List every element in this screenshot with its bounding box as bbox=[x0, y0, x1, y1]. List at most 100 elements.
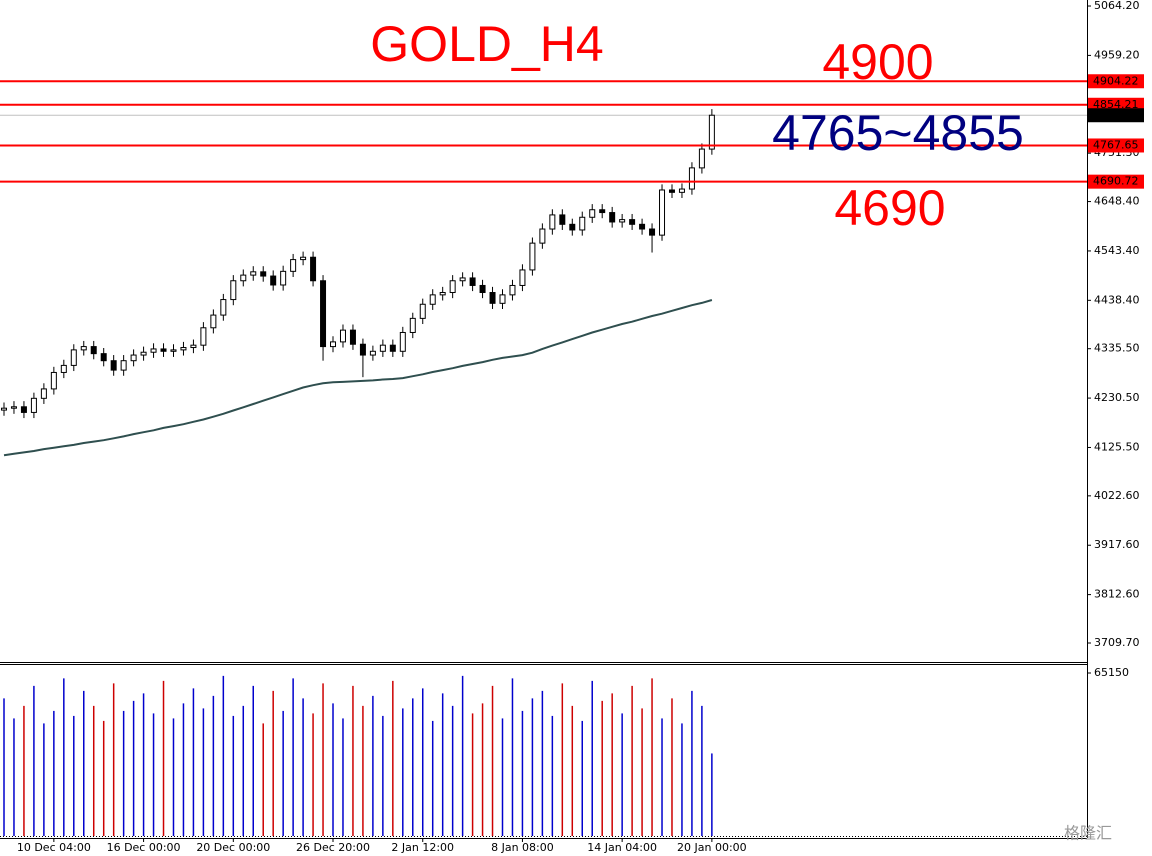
candle-body bbox=[330, 341, 337, 348]
watermark: 格隆汇 bbox=[1064, 824, 1112, 843]
y-tick-label: 5064.20 bbox=[1094, 0, 1140, 12]
moving-average bbox=[3, 299, 713, 457]
current-price-label: 4831.96 bbox=[1093, 108, 1139, 121]
candle-body bbox=[10, 406, 17, 409]
candle-body bbox=[359, 343, 366, 356]
x-tick-label: 20 Dec 00:00 bbox=[196, 841, 270, 854]
candle-body bbox=[469, 277, 476, 286]
x-tick-label: 2 Jan 12:00 bbox=[391, 841, 454, 854]
y-tick-label: 4648.40 bbox=[1094, 195, 1140, 208]
candle-body bbox=[369, 350, 376, 356]
y-tick-label: 4125.50 bbox=[1094, 440, 1140, 453]
x-tick-label: 14 Jan 04:00 bbox=[587, 841, 657, 854]
candle-body bbox=[629, 219, 636, 225]
y-tick-label: 3917.60 bbox=[1094, 538, 1140, 551]
y-tick-label: 3812.60 bbox=[1094, 588, 1140, 601]
candle-body bbox=[599, 209, 606, 214]
candle-body bbox=[300, 256, 307, 261]
level-label-box bbox=[1088, 74, 1144, 89]
candle-body bbox=[499, 294, 506, 304]
candle-body bbox=[190, 344, 197, 349]
candle-body bbox=[429, 294, 436, 305]
candle-body bbox=[210, 314, 217, 329]
candle-body bbox=[90, 346, 97, 355]
candle-body bbox=[579, 216, 586, 231]
candle-body bbox=[539, 228, 546, 244]
y-tick-label: 4022.60 bbox=[1094, 489, 1140, 502]
candle-body bbox=[419, 303, 426, 319]
x-tick-label: 20 Jan 00:00 bbox=[677, 841, 747, 854]
candle-body bbox=[230, 280, 237, 301]
level-label-box bbox=[1088, 174, 1144, 189]
candle-body bbox=[130, 354, 137, 362]
candle-body bbox=[270, 275, 277, 286]
candle-body bbox=[60, 364, 67, 373]
candle-body bbox=[70, 349, 77, 366]
candle-body bbox=[20, 406, 27, 413]
annotation: 4900 bbox=[822, 34, 933, 90]
candle-body bbox=[250, 271, 257, 276]
candle-body bbox=[200, 327, 207, 346]
volume-tick-label: 65150 bbox=[1094, 666, 1129, 679]
candle-body bbox=[519, 269, 526, 286]
candle-body bbox=[379, 344, 386, 352]
candle-body bbox=[30, 397, 37, 413]
x-tick-label: 16 Dec 00:00 bbox=[107, 841, 181, 854]
candle-body bbox=[290, 259, 297, 272]
level-label: 4767.65 bbox=[1093, 138, 1139, 151]
current-price-box bbox=[1088, 108, 1144, 123]
x-tick-label: 26 Dec 20:00 bbox=[296, 841, 370, 854]
candle-body bbox=[320, 280, 327, 348]
candle-body bbox=[180, 347, 187, 351]
candle-body bbox=[50, 371, 57, 390]
y-tick-label: 4230.50 bbox=[1094, 391, 1140, 404]
candle-body bbox=[449, 280, 456, 294]
chart-title: GOLD_H4 bbox=[370, 16, 603, 72]
candle-body bbox=[280, 270, 287, 286]
candle-body bbox=[220, 299, 227, 316]
candle-body bbox=[170, 349, 177, 352]
y-tick-label: 4543.40 bbox=[1094, 244, 1140, 257]
candle-body bbox=[678, 188, 685, 193]
level-label: 4690.72 bbox=[1093, 175, 1139, 188]
candle-body bbox=[509, 284, 516, 296]
candle-body bbox=[80, 346, 87, 351]
candle-body bbox=[569, 223, 576, 231]
candle-body bbox=[708, 114, 715, 150]
candle-body bbox=[160, 348, 167, 352]
candle-body bbox=[688, 167, 695, 190]
level-label: 4854.21 bbox=[1093, 98, 1139, 111]
level-label: 4904.22 bbox=[1093, 74, 1139, 87]
candle-body bbox=[100, 353, 107, 362]
candle-body bbox=[1, 407, 7, 411]
candle-body bbox=[399, 331, 406, 352]
candle-body bbox=[698, 148, 705, 169]
candle-body bbox=[240, 274, 247, 282]
candle-body bbox=[589, 209, 596, 218]
candle-body bbox=[479, 284, 486, 294]
candle-body bbox=[649, 228, 656, 236]
y-tick-label: 4438.40 bbox=[1094, 293, 1140, 306]
candle-body bbox=[409, 317, 416, 333]
candle-body bbox=[260, 271, 267, 277]
candle-body bbox=[639, 223, 646, 230]
candle-body bbox=[339, 329, 346, 343]
candle-body bbox=[40, 388, 47, 399]
candle-body bbox=[439, 292, 446, 296]
candle-body bbox=[609, 212, 616, 223]
y-tick-label: 3709.70 bbox=[1094, 636, 1140, 649]
candle-body bbox=[120, 360, 127, 371]
candle-body bbox=[659, 189, 666, 236]
candle-body bbox=[110, 360, 117, 371]
candle-body bbox=[459, 277, 466, 282]
annotation: 4765~4855 bbox=[772, 105, 1024, 161]
candle-body bbox=[310, 256, 317, 282]
candle-body bbox=[559, 214, 566, 225]
candle-body bbox=[389, 344, 396, 352]
candle-body bbox=[489, 292, 496, 304]
y-tick-label: 4959.20 bbox=[1094, 48, 1140, 61]
candle-body bbox=[349, 329, 356, 345]
annotation: 4690 bbox=[834, 180, 945, 236]
